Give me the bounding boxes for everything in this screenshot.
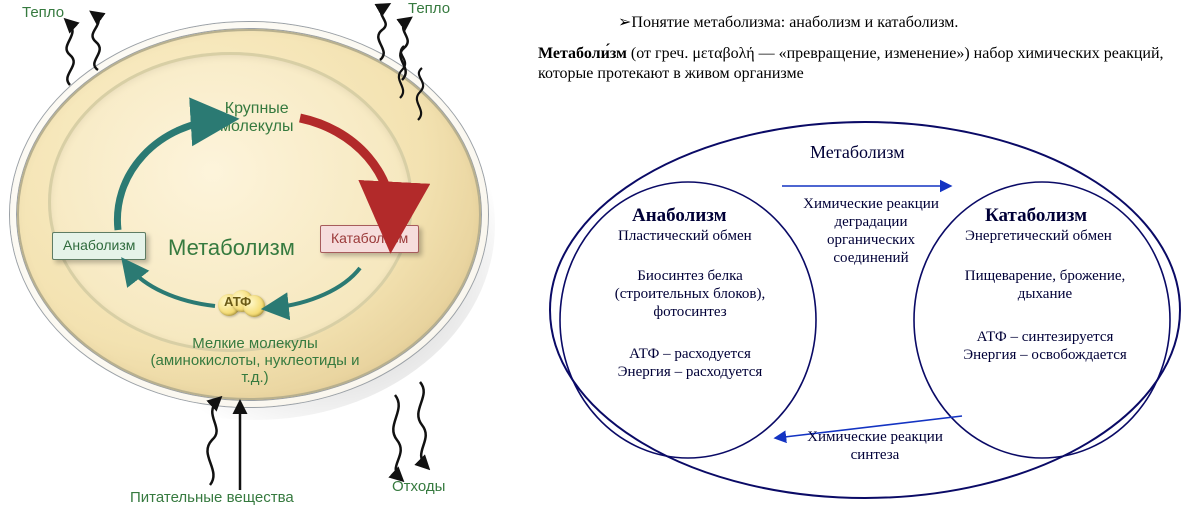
text: Анаболизм xyxy=(63,237,135,253)
definition-text: Метаболи́зм (от греч. μεταβολή — «превра… xyxy=(538,44,1188,84)
atp-label: АТФ xyxy=(224,294,251,309)
l1: Химические реакции xyxy=(807,429,943,445)
l3: органических xyxy=(827,232,915,248)
text: Крупные молекулы xyxy=(220,100,293,135)
anabolism-title: Анаболизм xyxy=(632,205,727,227)
l2: деградации xyxy=(835,214,908,230)
anabolism-box: Анаболизм xyxy=(52,232,146,260)
back-arrow-caption: Химические реакции синтеза xyxy=(795,428,955,464)
heat-label-right: Тепло xyxy=(408,0,450,17)
l2: синтеза xyxy=(851,447,900,463)
figure-container: { "left": { "heat_label": "Тепло", "larg… xyxy=(0,0,1200,515)
catabolism-box: Катаболизм xyxy=(320,225,419,253)
metabolism-center-label: Метаболизм xyxy=(168,235,295,261)
l4: соединений xyxy=(833,250,908,266)
l1: Химические реакции xyxy=(803,196,939,212)
heat-label-left: Тепло xyxy=(22,4,64,21)
anabolism-p1: Биосинтез белка (строительных блоков), ф… xyxy=(595,267,785,321)
text: Катаболизм xyxy=(331,230,408,246)
nutrients-label: Питательные вещества xyxy=(130,489,294,506)
catabolism-p2: АТФ – синтезируется Энергия – освобождае… xyxy=(950,328,1140,364)
metabolism-title: Метаболизм xyxy=(810,142,905,163)
large-molecules-label: Крупные молекулы xyxy=(220,100,293,136)
concept-bullet: ➢Понятие метаболизма: анаболизм и катабо… xyxy=(618,12,958,32)
waste-label: Отходы xyxy=(392,478,445,495)
catabolism-subtitle: Энергетический обмен xyxy=(965,228,1112,245)
anabolism-subtitle: Пластический обмен xyxy=(618,228,752,245)
right-panel: ➢Понятие метаболизма: анаболизм и катабо… xyxy=(520,0,1200,515)
line1: Мелкие молекулы xyxy=(192,335,318,352)
anabolism-p2: АТФ – расходуется Энергия – расходуется xyxy=(595,345,785,381)
small-molecules-label: Мелкие молекулы (аминокислоты, нуклеотид… xyxy=(135,335,375,386)
line2: (аминокислоты, нуклеотиды и т.д.) xyxy=(151,352,360,386)
forward-arrow-caption: Химические реакции деградации органическ… xyxy=(796,195,946,267)
catabolism-title: Катаболизм xyxy=(985,205,1087,227)
catabolism-p1: Пищеварение, брожение, дыхание xyxy=(950,267,1140,303)
